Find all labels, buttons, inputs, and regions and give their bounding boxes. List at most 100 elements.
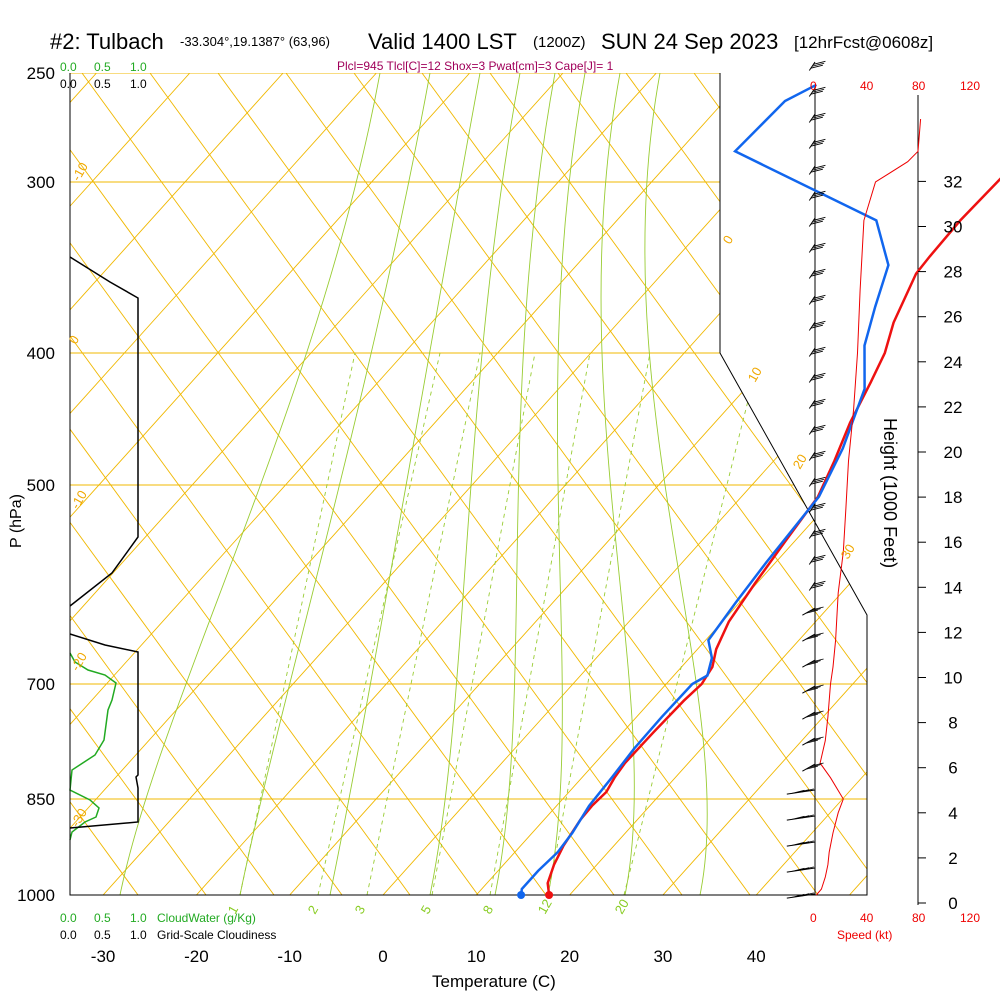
height-tick-label: 2 [948, 849, 957, 868]
cloud-legend-top-black-0: 0.0 [60, 77, 77, 91]
pressure-tick-label: 700 [27, 675, 55, 694]
wind-barb [809, 218, 815, 227]
wind-barb [809, 400, 815, 409]
mixing-ratio-line [318, 353, 440, 895]
dewpoint-line [521, 85, 888, 895]
mixing-ratio-line [490, 353, 590, 895]
cloud-legend-bottom-black-1: 0.5 [94, 928, 111, 942]
height-tick-label: 30 [944, 218, 963, 237]
isotherm-line [10, 73, 750, 895]
temperature-tick-label: 30 [653, 947, 672, 966]
pressure-tick-label: 500 [27, 476, 55, 495]
height-tick-label: 16 [944, 533, 963, 552]
height-tick-label: 18 [944, 488, 963, 507]
dry-adiabat [0, 73, 2, 895]
height-tick-label: 8 [948, 714, 957, 733]
wind-barb [809, 62, 815, 71]
forecast-date: SUN 24 Sep 2023 [601, 29, 778, 54]
wind-barb [809, 374, 815, 383]
wind-barb [809, 556, 815, 565]
height-tick-label: 26 [944, 308, 963, 327]
cloud-legend-bottom-green-1: 0.5 [94, 911, 111, 925]
dry-adiabat [0, 73, 138, 895]
height-tick-label: 4 [948, 804, 957, 823]
height-tick-label: 0 [948, 894, 957, 913]
speed-tick-bottom-0: 0 [810, 911, 817, 925]
moist-adiabat [495, 73, 555, 895]
height-tick-label: 14 [944, 578, 963, 597]
wind-barb [809, 426, 815, 435]
mixing-ratio-line [432, 353, 535, 895]
isotherm-label: -10 [68, 488, 90, 512]
wind-barb [809, 478, 815, 487]
valid-time: Valid 1400 LST [368, 29, 517, 54]
wind-barb [809, 322, 815, 331]
speed-tick-bottom-120: 120 [960, 911, 980, 925]
isotherm-label: 20 [790, 451, 810, 471]
height-tick-label: 6 [948, 759, 957, 778]
temperature-tick-label: -20 [184, 947, 209, 966]
cloud-legend-top-black-2: 1.0 [130, 77, 147, 91]
dry-adiabat [354, 73, 954, 895]
dewpoint-line-surface-point [517, 891, 525, 899]
dry-adiabat [286, 73, 886, 895]
height-tick-label: 22 [944, 398, 963, 417]
mixing-ratio-line [367, 353, 480, 895]
cloud-legend-bottom-green-2: 1.0 [130, 911, 147, 925]
cloudiness-label: Grid-Scale Cloudiness [157, 928, 276, 942]
mixing-ratio-label: 12 [535, 896, 555, 916]
temperature-tick-label: 20 [560, 947, 579, 966]
y-axis-label: P (hPa) [8, 494, 25, 548]
height-tick-label: 32 [944, 172, 963, 191]
utc-time: (1200Z) [533, 34, 586, 51]
cloudwater-label: CloudWater (g/Kg) [157, 911, 256, 925]
plot-frame [70, 73, 867, 895]
isotherm-line [103, 73, 843, 895]
x-axis-label: Temperature (C) [432, 972, 556, 991]
mixing-ratio-line [240, 353, 355, 895]
speed-tick-top-120: 120 [960, 79, 980, 93]
moist-adiabat [240, 73, 430, 895]
speed-tick-top-0: 0 [810, 79, 817, 93]
background-lines [0, 73, 1000, 895]
speed-axis-label: Speed (kt) [837, 928, 892, 942]
cloud-legend-top: 0.0 0.5 1.0 0.0 0.5 1.0 [60, 60, 147, 91]
speed-tick-bottom-80: 80 [912, 911, 926, 925]
isotherm-label: 0 [66, 333, 83, 347]
isotherm-line [0, 73, 563, 895]
isotherm-label: 0 [720, 233, 737, 247]
sounding-indices: Plcl=945 Tlcl[C]=12 Shox=3 Pwat[cm]=3 Ca… [337, 59, 614, 73]
cloud-legend-top-green-0: 0.0 [60, 60, 77, 74]
pressure-tick-label: 400 [27, 344, 55, 363]
dry-adiabat [218, 73, 818, 895]
mixing-ratio-label: 20 [612, 896, 632, 916]
wind-barb [809, 140, 815, 149]
height-tick-label: 28 [944, 263, 963, 282]
isotherm-line [383, 73, 1000, 895]
wind-speed-line [816, 119, 920, 895]
dry-adiabat [0, 73, 546, 895]
wind-barb [809, 244, 815, 253]
isotherm-label: -10 [69, 160, 91, 184]
station-title: #2: Tulbach [50, 29, 164, 54]
cloud-legend-bottom-green-0: 0.0 [60, 911, 77, 925]
height-tick-label: 12 [944, 623, 963, 642]
dry-adiabat [558, 73, 1000, 895]
wind-barb [809, 452, 815, 461]
pressure-tick-label: 850 [27, 790, 55, 809]
speed-tick-bottom-40: 40 [860, 911, 874, 925]
height-axis-label: Height (1000 Feet) [880, 418, 900, 568]
moist-adiabat [120, 73, 380, 895]
cloud-legend-top-green-1: 0.5 [94, 60, 111, 74]
wind-barb [809, 270, 815, 279]
temperature-line-surface-point [545, 891, 553, 899]
mixing-ratio-line [624, 353, 760, 895]
dry-adiabat [0, 73, 410, 895]
wind-barb [809, 296, 815, 305]
cloud-legend-top-black-1: 0.5 [94, 77, 111, 91]
cloud-legend-bottom-black-2: 1.0 [130, 928, 147, 942]
temperature-tick-label: -30 [91, 947, 116, 966]
